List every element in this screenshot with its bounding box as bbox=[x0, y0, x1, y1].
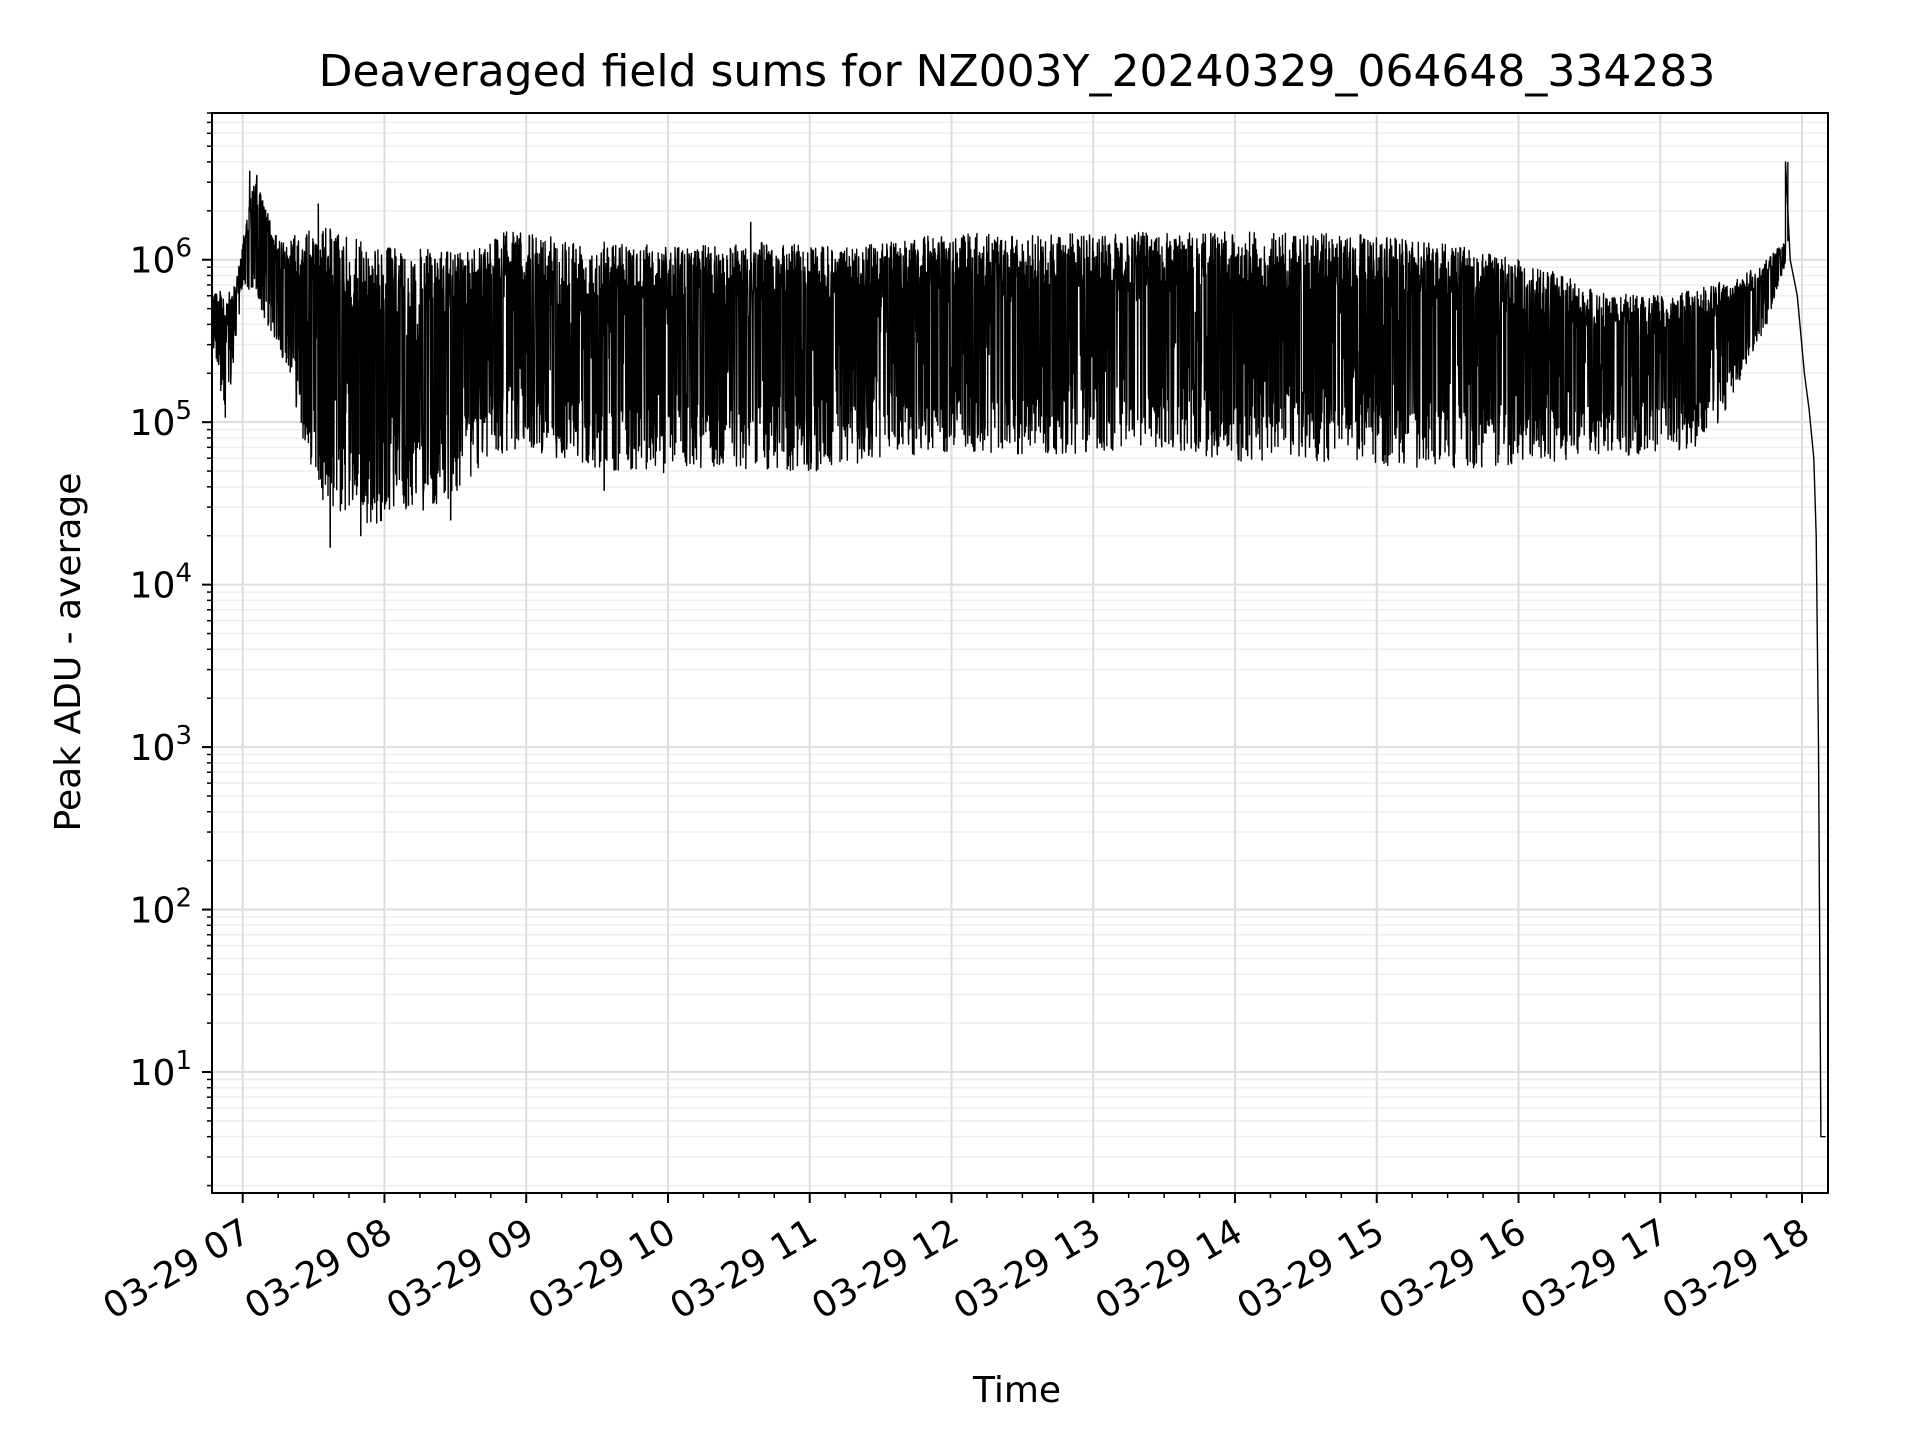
y-tick-label-base: 10 bbox=[130, 566, 176, 607]
y-tick-label: 102 bbox=[130, 884, 192, 932]
series-layer bbox=[211, 161, 1826, 1138]
x-axis-label: Time bbox=[972, 1370, 1061, 1411]
plot-area-frame bbox=[211, 112, 1829, 1194]
y-tick-label-base: 10 bbox=[130, 241, 176, 282]
y-tick-label: 103 bbox=[130, 721, 192, 769]
y-tick-label-exponent: 6 bbox=[175, 234, 192, 264]
y-tick-label-exponent: 1 bbox=[175, 1046, 192, 1076]
y-tick-label-exponent: 2 bbox=[175, 884, 192, 914]
y-tick-label-exponent: 5 bbox=[175, 396, 192, 426]
y-tick-label-exponent: 4 bbox=[175, 559, 192, 589]
y-tick-label: 106 bbox=[130, 234, 192, 282]
y-tick-label: 105 bbox=[130, 396, 192, 444]
chart-title: Deaveraged field sums for NZ003Y_2024032… bbox=[319, 46, 1716, 97]
y-tick-label-base: 10 bbox=[130, 728, 176, 769]
y-tick-label-exponent: 3 bbox=[175, 721, 192, 751]
y-tick-label-base: 10 bbox=[130, 1053, 176, 1094]
y-axis-label: Peak ADU - average bbox=[48, 473, 89, 832]
y-tick-label: 104 bbox=[130, 559, 192, 607]
series-line bbox=[211, 161, 1826, 1138]
y-tick-label-base: 10 bbox=[130, 403, 176, 444]
y-tick-label: 101 bbox=[130, 1046, 192, 1094]
y-tick-label-base: 10 bbox=[130, 891, 176, 932]
